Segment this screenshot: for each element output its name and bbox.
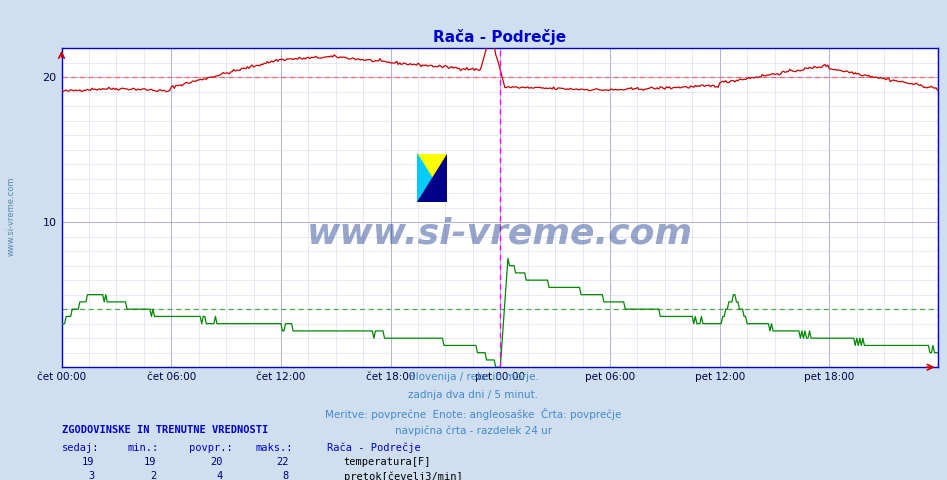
Text: www.si-vreme.com: www.si-vreme.com xyxy=(307,216,692,250)
Text: 2: 2 xyxy=(150,471,156,480)
Text: navpična črta - razdelek 24 ur: navpična črta - razdelek 24 ur xyxy=(395,425,552,436)
Text: temperatura[F]: temperatura[F] xyxy=(344,457,431,467)
Title: Rača - Podrečje: Rača - Podrečje xyxy=(433,29,566,46)
Text: 20: 20 xyxy=(210,457,223,467)
Text: 8: 8 xyxy=(282,471,289,480)
Text: Meritve: povprečne  Enote: angleosaške  Črta: povprečje: Meritve: povprečne Enote: angleosaške Čr… xyxy=(326,408,621,420)
Polygon shape xyxy=(417,154,447,202)
Text: Rača - Podrečje: Rača - Podrečje xyxy=(327,443,420,453)
Text: povpr.:: povpr.: xyxy=(189,443,233,453)
Polygon shape xyxy=(417,154,447,202)
Text: 3: 3 xyxy=(88,471,95,480)
Text: sedaj:: sedaj: xyxy=(62,443,99,453)
Text: maks.:: maks.: xyxy=(256,443,294,453)
Text: zadnja dva dni / 5 minut.: zadnja dva dni / 5 minut. xyxy=(408,390,539,400)
Text: 19: 19 xyxy=(144,457,156,467)
Text: min.:: min.: xyxy=(128,443,159,453)
Text: 4: 4 xyxy=(216,471,223,480)
Text: 19: 19 xyxy=(82,457,95,467)
Polygon shape xyxy=(417,154,447,202)
Text: ZGODOVINSKE IN TRENUTNE VREDNOSTI: ZGODOVINSKE IN TRENUTNE VREDNOSTI xyxy=(62,425,268,435)
Text: pretok[čevelj3/min]: pretok[čevelj3/min] xyxy=(344,471,462,480)
Text: Slovenija / reke in morje.: Slovenija / reke in morje. xyxy=(408,372,539,382)
Text: www.si-vreme.com: www.si-vreme.com xyxy=(7,176,16,256)
Text: 22: 22 xyxy=(277,457,289,467)
